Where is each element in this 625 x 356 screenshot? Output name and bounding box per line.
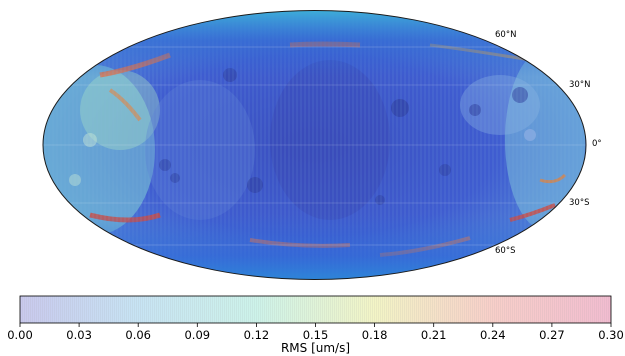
colorbar-tick-label: 0.15: [303, 328, 329, 342]
colorbar-tick-label: 0.06: [125, 328, 151, 342]
polar-edges: [43, 10, 586, 280]
colorbar-label: RMS [um/s]: [281, 341, 350, 355]
lat-label-30n: 30°N: [569, 80, 590, 90]
colorbar-tick-label: 0.12: [244, 328, 270, 342]
colorbar: 0.00 0.03 0.06 0.09 0.12 0.15 0.18 0.21 0.24 0.27…: [7, 295, 624, 355]
colorbar-tick-label: 0.27: [539, 328, 565, 342]
colorbar-tick-label: 0.30: [598, 328, 624, 342]
lat-label-60n: 60°N: [495, 30, 516, 40]
lat-label-0: 0°: [592, 139, 602, 149]
colorbar-texture: [20, 296, 611, 323]
colorbar-tick-label: 0.21: [421, 328, 447, 342]
colorbar-ticks: 0.00 0.03 0.06 0.09 0.12 0.15 0.18 0.21 0.24 0.27…: [7, 323, 624, 342]
map-outline: [42, 10, 587, 280]
lat-label-30s: 30°S: [569, 198, 589, 208]
colorbar-tick-label: 0.18: [362, 328, 388, 342]
colorbar-tick-label: 0.00: [7, 328, 33, 342]
colorbar-tick-label: 0.03: [66, 328, 92, 342]
lat-label-60s: 60°S: [495, 246, 515, 256]
colorbar-tick-label: 0.24: [480, 328, 506, 342]
colorbar-tick-label: 0.09: [184, 328, 210, 342]
mollweide-map: [42, 10, 587, 280]
